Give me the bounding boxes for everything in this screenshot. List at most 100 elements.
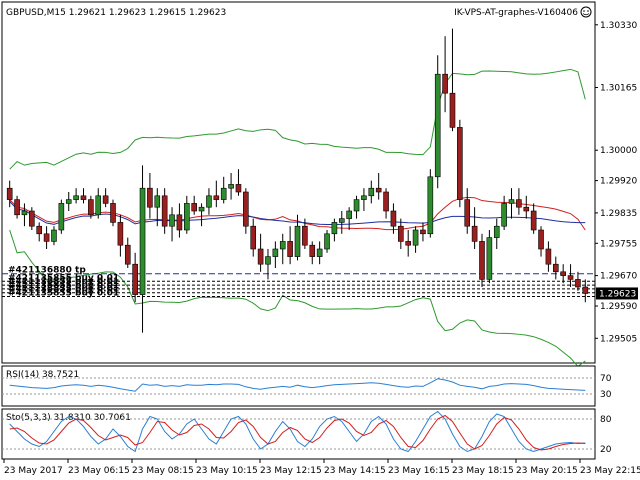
candle: [383, 188, 389, 219]
candle: [575, 271, 581, 291]
candle: [545, 241, 552, 272]
candle: [442, 36, 448, 113]
candle: [198, 203, 205, 227]
candle: [287, 226, 293, 265]
candle: [398, 218, 404, 249]
candle: [449, 28, 456, 132]
stochastic-panel: [1, 408, 596, 460]
candle: [375, 173, 382, 200]
candle: [552, 256, 559, 280]
candle: [161, 188, 168, 234]
candle: [14, 195, 20, 219]
candle: [279, 233, 286, 265]
time-tick-label: 23 May 18:15: [452, 466, 514, 476]
order-label: #421135855 buy 0.01: [8, 277, 119, 287]
stochastic-level-label: 20: [600, 445, 612, 455]
expert-name: IK-VPS-AT-graphes-V160406: [454, 8, 578, 18]
price-tick-label: 1.29920: [600, 177, 637, 187]
stochastic-lines: 80 20: [2, 410, 612, 455]
current-price-tag: 1.29623: [596, 287, 638, 300]
candle: [6, 180, 13, 208]
candle: [220, 176, 227, 204]
candle: [457, 119, 463, 208]
candle: [235, 169, 242, 196]
candle: [184, 195, 190, 234]
candle: [346, 207, 352, 230]
candle: [58, 199, 65, 234]
candle: [36, 222, 43, 242]
candle: [73, 188, 79, 204]
candle: [486, 230, 493, 284]
candle: [516, 188, 522, 215]
time-tick-label: 23 May 12:15: [260, 466, 322, 476]
candle: [154, 188, 161, 227]
stochastic-level-label: 80: [600, 415, 612, 425]
candle: [471, 207, 478, 249]
candles: [6, 28, 589, 333]
candle: [434, 55, 441, 189]
order-label: #421135855 buy 0.01: [8, 273, 119, 283]
price-tick-label: 1.30000: [600, 146, 637, 156]
price-tick-label: 1.30330: [600, 21, 637, 31]
order-label: #421135855 buy 0.01: [8, 289, 119, 299]
rsi-series-line: [9, 378, 586, 392]
time-axis: 23 May 2017 23 May 06:15 23 May 08:15 23 Ma…: [3, 459, 640, 476]
candle: [427, 169, 434, 238]
candle: [324, 230, 330, 253]
candle: [420, 222, 426, 242]
candle: [530, 203, 537, 234]
candle: [523, 195, 530, 219]
candle: [250, 218, 257, 257]
order-lines: #421136880 tp#421135855 buy 0.01#4211358…: [2, 266, 595, 299]
candle: [243, 188, 249, 234]
price-panel: [1, 1, 596, 364]
rsi-level-label: 30: [600, 390, 612, 400]
candle: [353, 195, 360, 219]
price-tick-label: 1.29755: [600, 239, 637, 249]
candle: [493, 218, 500, 249]
candle: [560, 264, 566, 284]
candle: [51, 226, 57, 246]
time-tick-label: 23 May 06:15: [68, 466, 130, 476]
lower-band-line: [9, 229, 586, 368]
order-label: #421135855 buy 0.01: [8, 281, 119, 291]
candle: [368, 180, 375, 204]
rsi-title: RSI(14) 38.7521: [6, 370, 79, 380]
candle: [206, 188, 212, 215]
time-tick-label: 23 May 20:15: [516, 466, 578, 476]
candle: [257, 233, 264, 272]
candle: [124, 237, 131, 268]
candle: [405, 230, 411, 257]
rsi-line: 70 30: [2, 374, 612, 400]
candle: [21, 203, 28, 227]
price-tick-label: 1.29590: [600, 302, 637, 312]
candle: [582, 279, 589, 303]
candle: [29, 207, 35, 230]
candle: [412, 226, 419, 253]
candle: [501, 195, 507, 230]
candle: [43, 226, 50, 249]
candle: [132, 252, 138, 303]
candle: [95, 188, 102, 219]
price-tick-label: 1.29670: [600, 272, 637, 282]
candle: [331, 218, 338, 242]
candle: [316, 241, 323, 265]
candle: [169, 207, 175, 242]
upper-band-line: [9, 68, 586, 170]
order-label: #421135855 buy 0.01: [8, 285, 119, 295]
candle: [338, 211, 345, 234]
candle: [361, 188, 367, 211]
smiley-icon: [580, 6, 592, 18]
time-tick-label: 23 May 22:15: [580, 466, 640, 476]
candle: [464, 188, 471, 234]
candle: [265, 249, 271, 280]
chart-symbol-line: GBPUSD,M15 1.29621 1.29623 1.29615 1.296…: [6, 8, 226, 18]
candle: [176, 203, 183, 238]
stochastic-title: Sto(5,3,3) 31.8310 30.7061: [6, 413, 131, 423]
candle: [88, 195, 94, 219]
rsi-level-label: 70: [600, 374, 612, 384]
current-price-label: 1.29623: [599, 289, 636, 299]
candle: [309, 241, 316, 265]
time-tick-label: 23 May 08:15: [132, 466, 194, 476]
